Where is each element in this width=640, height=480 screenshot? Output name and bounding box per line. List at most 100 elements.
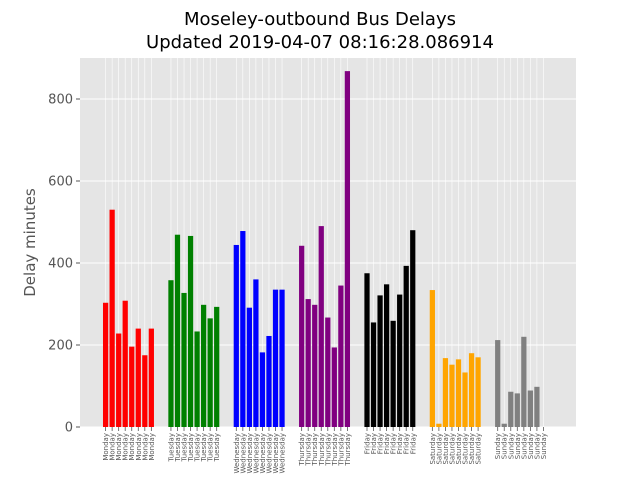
- bar-tuesday: [207, 318, 213, 427]
- bar-tuesday: [168, 280, 174, 427]
- bar-wednesday: [246, 307, 252, 427]
- bar-tuesday: [194, 331, 200, 427]
- bar-tuesday: [201, 304, 207, 427]
- x-tick-label: Thursday: [305, 433, 313, 467]
- bar-thursday: [305, 299, 311, 427]
- x-tick-label: Wednesday: [272, 433, 280, 474]
- x-tick-label: Monday: [135, 433, 143, 461]
- x-tick-label: Monday: [148, 433, 156, 461]
- bar-saturday: [475, 357, 481, 427]
- x-tick-label: Tuesday: [181, 433, 189, 462]
- x-tick-label: Monday: [122, 433, 130, 461]
- bar-wednesday: [259, 352, 266, 427]
- x-tick-label: Tuesday: [187, 433, 195, 462]
- bar-monday: [109, 209, 115, 427]
- bar-thursday: [312, 304, 318, 427]
- x-tick-label: Thursday: [337, 433, 345, 467]
- x-tick-label: Saturday: [442, 433, 450, 465]
- y-tick-label: 600: [48, 175, 73, 190]
- x-tick-label: Sunday: [533, 433, 541, 459]
- x-tick-label: Tuesday: [174, 433, 182, 462]
- x-tick-label: Wednesday: [233, 433, 241, 474]
- chart-subtitle: Updated 2019-04-07 08:16:28.086914: [146, 32, 494, 53]
- x-tick-label: Saturday: [475, 433, 483, 465]
- x-tick-label: Saturday: [468, 433, 476, 465]
- bar-monday: [102, 302, 109, 427]
- bar-thursday: [331, 347, 337, 427]
- x-tick-label: Wednesday: [246, 433, 254, 474]
- y-tick-label: 0: [65, 421, 73, 436]
- bar-friday: [390, 320, 396, 427]
- x-tick-label: Friday: [403, 433, 411, 454]
- x-tick-label: Friday: [396, 433, 404, 454]
- x-tick-label: Monday: [102, 433, 110, 461]
- y-axis-ticks: 0 200 400 600 800: [48, 93, 80, 436]
- bar-thursday: [325, 317, 331, 427]
- bar-thursday: [299, 245, 305, 427]
- bar-wednesday: [240, 231, 246, 427]
- x-axis-ticks: MondayMondayMondayMondayMondayMondayMond…: [102, 427, 548, 474]
- x-tick-label: Sunday: [520, 433, 528, 459]
- bar-tuesday: [187, 235, 194, 427]
- bar-saturday: [462, 372, 468, 427]
- x-tick-label: Friday: [390, 433, 398, 454]
- bar-sunday: [501, 423, 507, 427]
- x-tick-label: Thursday: [344, 433, 352, 467]
- bar-sunday: [514, 393, 520, 427]
- x-tick-label: Saturday: [429, 433, 437, 465]
- bar-monday: [142, 355, 148, 427]
- x-tick-label: Monday: [141, 433, 149, 461]
- bar-wednesday: [266, 335, 272, 427]
- bar-saturday: [449, 364, 455, 427]
- bar-thursday: [338, 285, 344, 427]
- bar-wednesday: [233, 244, 239, 427]
- x-tick-label: Thursday: [298, 433, 306, 467]
- x-tick-label: Saturday: [435, 433, 443, 465]
- x-tick-label: Sunday: [527, 433, 535, 459]
- x-tick-label: Saturday: [448, 433, 456, 465]
- bar-thursday: [344, 71, 351, 428]
- x-tick-label: Sunday: [507, 433, 515, 459]
- bar-wednesday: [272, 289, 279, 427]
- bar-wednesday: [279, 289, 285, 427]
- x-tick-label: Thursday: [318, 433, 326, 467]
- x-tick-label: Sunday: [494, 433, 502, 459]
- y-tick-label: 200: [48, 339, 73, 354]
- x-tick-label: Tuesday: [207, 433, 215, 462]
- x-tick-label: Wednesday: [239, 433, 247, 474]
- bar-friday: [403, 265, 409, 427]
- x-tick-label: Sunday: [540, 433, 548, 459]
- bar-monday: [129, 346, 135, 427]
- x-tick-label: Monday: [128, 433, 136, 461]
- x-tick-label: Friday: [364, 433, 372, 454]
- bar-monday: [148, 328, 154, 427]
- chart-title: Moseley-outbound Bus Delays: [184, 9, 456, 30]
- bar-monday: [116, 333, 122, 427]
- bar-friday: [364, 273, 370, 427]
- bar-tuesday: [214, 306, 220, 427]
- bar-saturday: [436, 423, 442, 427]
- x-tick-label: Saturday: [462, 433, 470, 465]
- bar-thursday: [318, 226, 324, 427]
- x-tick-label: Tuesday: [167, 433, 175, 462]
- bar-friday: [397, 294, 403, 427]
- x-tick-label: Tuesday: [194, 433, 202, 462]
- bar-friday: [377, 295, 383, 427]
- bar-sunday: [495, 340, 501, 427]
- bar-tuesday: [181, 292, 187, 427]
- bar-friday: [410, 230, 416, 427]
- x-tick-label: Friday: [383, 433, 391, 454]
- x-tick-label: Monday: [115, 433, 123, 461]
- x-tick-label: Wednesday: [259, 433, 267, 474]
- y-axis-label: Delay minutes: [21, 188, 39, 297]
- x-tick-label: Wednesday: [265, 433, 273, 474]
- bar-monday: [135, 328, 141, 427]
- bar-saturday: [442, 358, 449, 427]
- x-tick-label: Sunday: [501, 433, 509, 459]
- bar-sunday: [527, 390, 533, 427]
- x-tick-label: Tuesday: [200, 433, 208, 462]
- bar-wednesday: [253, 279, 259, 427]
- bar-sunday: [534, 386, 540, 427]
- y-tick-label: 400: [48, 257, 73, 272]
